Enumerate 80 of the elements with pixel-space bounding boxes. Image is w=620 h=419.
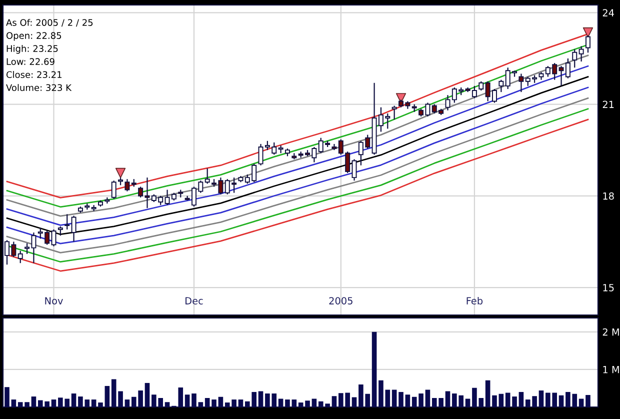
y-tick-label: 18 bbox=[603, 192, 614, 200]
bar bbox=[11, 399, 16, 407]
candlestick bbox=[51, 228, 56, 247]
bar bbox=[91, 399, 96, 407]
bar bbox=[586, 394, 590, 407]
candlestick bbox=[58, 226, 63, 236]
bar bbox=[278, 398, 284, 407]
bar bbox=[31, 396, 36, 407]
bar bbox=[258, 391, 264, 407]
bar bbox=[518, 392, 524, 407]
y-tick-label: 24 bbox=[602, 9, 614, 16]
y-tick-label: 2 M bbox=[602, 328, 619, 336]
candlestick bbox=[585, 34, 590, 54]
bar bbox=[164, 402, 170, 407]
candlestick bbox=[144, 177, 150, 209]
bar bbox=[305, 400, 310, 407]
bar bbox=[184, 394, 190, 407]
bar bbox=[71, 393, 76, 407]
bar bbox=[485, 380, 490, 407]
bar bbox=[104, 386, 110, 407]
x-tick-label: Feb bbox=[466, 296, 483, 304]
bar bbox=[332, 396, 337, 407]
bar bbox=[372, 332, 377, 407]
candlestick bbox=[498, 79, 504, 93]
bar bbox=[198, 402, 204, 407]
x-tick-label: 2005 bbox=[329, 297, 352, 304]
annotation: High: 23.25 bbox=[6, 44, 58, 54]
bar bbox=[238, 399, 244, 407]
bar bbox=[405, 394, 410, 407]
candlestick bbox=[124, 178, 130, 192]
bar bbox=[204, 398, 210, 407]
bar bbox=[312, 398, 317, 407]
point bbox=[115, 168, 126, 178]
candlestick bbox=[64, 214, 70, 230]
candlestick bbox=[138, 186, 144, 198]
annotation: Close: 23.21 bbox=[6, 71, 62, 78]
bar bbox=[352, 397, 357, 407]
bar bbox=[98, 402, 103, 407]
y-tick-label: 1 M bbox=[603, 366, 619, 374]
candlestick bbox=[392, 105, 397, 120]
y-tick-label: 15 bbox=[603, 284, 614, 292]
candlestick bbox=[352, 158, 357, 182]
candlestick bbox=[111, 180, 116, 200]
bar bbox=[124, 399, 130, 407]
bar bbox=[192, 393, 196, 407]
bar bbox=[212, 399, 216, 407]
annotation: Low: 22.69 bbox=[6, 58, 54, 65]
bar bbox=[578, 398, 584, 407]
bar bbox=[492, 395, 497, 407]
candlestick bbox=[278, 144, 284, 154]
annotation: Volume: 323 K bbox=[6, 84, 72, 92]
bar bbox=[392, 390, 397, 407]
candlestick bbox=[71, 215, 76, 242]
candlestick bbox=[204, 168, 210, 184]
candlestick bbox=[578, 46, 584, 62]
x-tick-label: Dec bbox=[186, 297, 203, 304]
bar bbox=[292, 399, 297, 407]
candlestick bbox=[518, 73, 524, 93]
bar bbox=[498, 394, 504, 407]
bar bbox=[144, 382, 150, 407]
x-tick-label: Nov bbox=[45, 297, 63, 304]
annotation: Open: 22.85 bbox=[6, 32, 62, 41]
bar bbox=[218, 396, 224, 407]
bar bbox=[398, 392, 404, 407]
point bbox=[582, 27, 594, 38]
bar bbox=[465, 398, 470, 407]
candlestick bbox=[572, 48, 578, 68]
y-tick-label: 21 bbox=[602, 100, 614, 108]
bar bbox=[51, 399, 56, 407]
bar bbox=[285, 399, 290, 407]
candlestick bbox=[478, 80, 484, 92]
bar bbox=[4, 387, 10, 407]
bar bbox=[425, 390, 430, 407]
candlestick bbox=[445, 94, 450, 111]
bar bbox=[558, 395, 564, 407]
bar bbox=[538, 390, 544, 407]
bar bbox=[445, 391, 450, 407]
candlestick bbox=[18, 250, 23, 264]
bar bbox=[298, 402, 304, 407]
annotation: As Of: 2005 / 2 / 25 bbox=[6, 18, 93, 27]
